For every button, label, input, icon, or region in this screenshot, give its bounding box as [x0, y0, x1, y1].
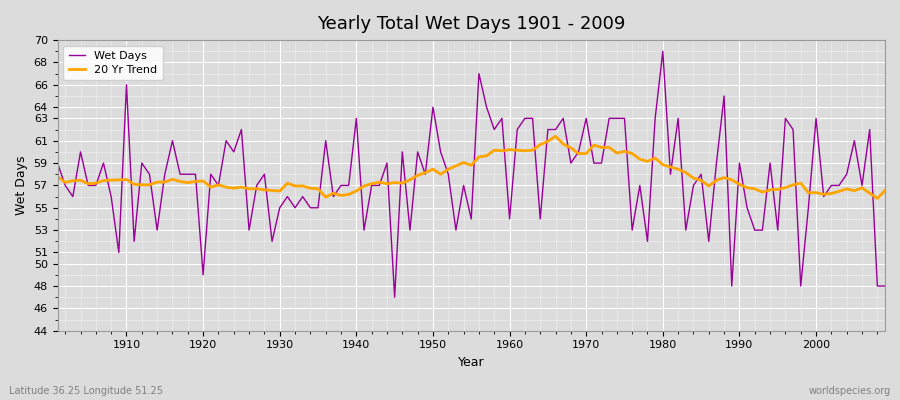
20 Yr Trend [497, 148, 508, 153]
Wet Days [52, 161, 63, 166]
Wet Days [879, 284, 890, 288]
20 Yr Trend [113, 178, 124, 182]
Line: 20 Yr Trend: 20 Yr Trend [58, 136, 885, 198]
Text: Latitude 36.25 Longitude 51.25: Latitude 36.25 Longitude 51.25 [9, 386, 163, 396]
Title: Yearly Total Wet Days 1901 - 2009: Yearly Total Wet Days 1901 - 2009 [317, 15, 626, 33]
Wet Days [504, 216, 515, 221]
20 Yr Trend [328, 191, 338, 196]
20 Yr Trend [550, 134, 561, 139]
20 Yr Trend [504, 147, 515, 152]
Text: worldspecies.org: worldspecies.org [809, 386, 891, 396]
Wet Days [657, 49, 668, 54]
Wet Days [328, 194, 338, 199]
X-axis label: Year: Year [458, 356, 484, 369]
Wet Days [604, 116, 615, 121]
Wet Days [512, 127, 523, 132]
Y-axis label: Wet Days: Wet Days [15, 156, 28, 215]
20 Yr Trend [52, 174, 63, 179]
20 Yr Trend [879, 188, 890, 193]
20 Yr Trend [282, 181, 292, 186]
Wet Days [113, 250, 124, 255]
20 Yr Trend [872, 196, 883, 201]
Line: Wet Days: Wet Days [58, 51, 885, 297]
Wet Days [282, 194, 292, 199]
Legend: Wet Days, 20 Yr Trend: Wet Days, 20 Yr Trend [63, 46, 163, 80]
20 Yr Trend [604, 145, 615, 150]
Wet Days [389, 295, 400, 300]
